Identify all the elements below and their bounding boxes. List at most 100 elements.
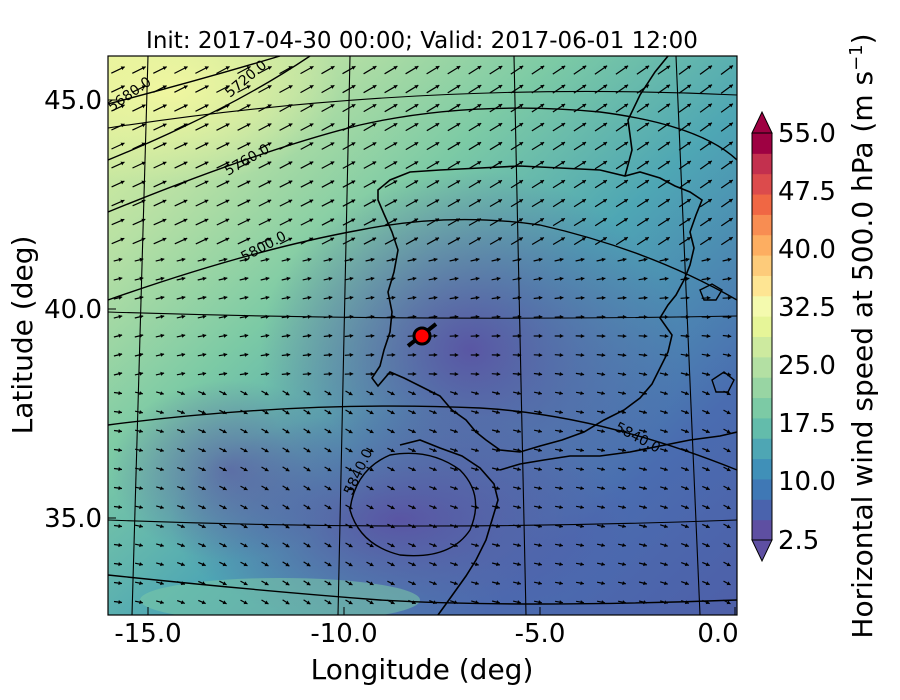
wind-vector-head [285,486,290,491]
wind-vector-head [180,429,185,434]
wind-vector-head [412,295,417,300]
wind-vector-head [328,257,333,262]
wind-vector-head [643,257,648,262]
wind-vector-head [622,505,626,510]
wind-vector-head [624,65,629,70]
wind-vector-head [726,600,731,605]
wind-vector-head [243,562,248,567]
wind-vector-head [369,410,374,415]
wind-vector-head [181,333,186,338]
wind-vector-head [267,199,272,204]
wind-vector-head [517,372,522,377]
wind-vector-head [288,180,293,185]
wind-vector-head [496,276,501,281]
calm-region-atlantic [110,380,350,560]
wind-vector-head [517,314,522,319]
wind-vector-head [288,237,293,242]
wind-vector-head [285,505,290,510]
wind-vector-head [454,372,459,377]
wind-vector-head [372,237,377,242]
wind-vector-head [246,142,251,147]
wind-vector-head [202,295,207,300]
wind-vector-head [264,581,269,586]
wind-vector-head [225,66,230,70]
wind-vector-head [477,199,481,203]
wind-vector-head [348,429,353,434]
wind-vector-head [286,276,291,281]
wind-vector-head [180,581,185,586]
wind-vector-head [435,218,439,223]
wind-vector-head [372,123,377,127]
wind-vector-head [498,142,503,146]
wind-vector-head [538,562,542,567]
wind-vector-head [120,85,125,90]
wind-vector-head [707,160,712,165]
colorbar-segment [752,336,772,358]
wind-vector-head [139,467,143,472]
wind-vector-head [139,486,143,491]
wind-vector-head [183,123,188,128]
wind-vector-head [309,66,314,70]
wind-vector-head [475,410,479,415]
wind-vector-head [243,410,248,415]
wind-vector-head [181,276,186,281]
colorbar-segment [752,519,772,541]
wind-vector-head [687,84,691,89]
wind-vector-head [118,505,122,510]
teal-band-south [140,578,420,615]
wind-vector-head [327,505,332,510]
wind-vector-head [411,543,416,548]
wind-vector-head [580,391,584,396]
wind-vector-head [540,65,545,70]
wind-vector-head [330,85,335,89]
wind-vector-head [349,276,354,281]
wind-vector-head [139,314,144,319]
wind-vector-head [685,257,690,262]
y-tick-label: 40.0 [44,295,102,325]
wind-vector-head [285,429,290,434]
wind-vector-head [349,257,354,262]
wind-vector-head [244,352,249,357]
wind-vector-head [684,543,689,548]
wind-vector-head [264,429,269,434]
wind-vector-head [435,104,440,108]
wind-vector-head [390,581,395,586]
x-tick-label: -10.0 [310,619,377,649]
wind-vector-head [246,199,251,204]
wind-vector-head [453,562,458,567]
wind-vector-head [267,218,272,223]
wind-vector-head [665,180,670,184]
map-title: Init: 2017-04-30 00:00; Valid: 2017-06-0… [146,28,698,54]
wind-vector-head [707,103,712,108]
wind-vector-head [664,505,668,510]
wind-vector-head [622,543,626,548]
wind-vector-head [369,429,374,434]
wind-vector-head [435,123,440,127]
wind-vector-head [391,371,396,377]
wind-vector-head [601,276,606,281]
colorbar-frame [751,132,773,541]
wind-vector-head [225,85,230,89]
wind-vector-head [390,448,395,453]
wind-vector-head [580,505,584,510]
wind-vector-head [118,543,122,548]
wind-vector-head [120,161,125,166]
wind-vector-head [601,410,605,415]
wind-vector-head [414,237,418,242]
wind-vector-head [265,371,270,376]
wind-vector-head [580,295,585,300]
wind-vector-head [264,410,269,415]
wind-vector-head [411,581,416,586]
wind-vector-head [411,410,416,415]
wind-vector-head [603,65,608,70]
wind-vector-head [582,65,587,70]
wind-vector-head [351,199,356,204]
wind-vector-head [643,276,648,281]
wind-vector-head [264,505,269,510]
wind-vector-head [348,562,353,567]
wind-vector-head [580,486,584,491]
wind-vector-head [181,295,186,300]
wind-vector-head [475,314,480,319]
wind-vector-head [685,334,690,339]
wind-vector-head [707,141,712,146]
